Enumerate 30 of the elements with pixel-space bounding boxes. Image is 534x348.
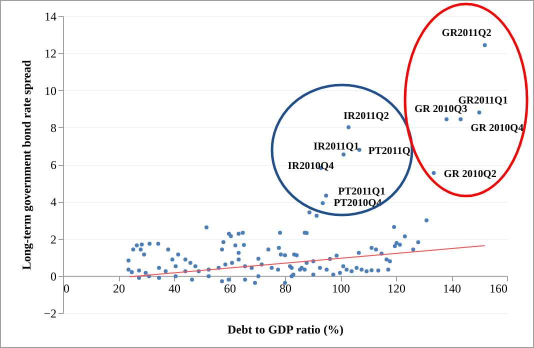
x-tick-label: 160 (490, 281, 508, 296)
x-tick-label: 100 (332, 281, 350, 296)
y-tick-label: 8 (50, 120, 56, 135)
x-tick-label: 40 (168, 281, 180, 296)
x-tick-label: 60 (224, 281, 236, 296)
annotation: GR2011Q2 (442, 28, 492, 40)
annotation: IR2011Q2 (344, 111, 390, 122)
y-tick-label: 6 (50, 158, 56, 172)
y-tick-label: −2 (44, 306, 56, 320)
annotation: IR2010Q4 (288, 161, 335, 172)
x-tick-label: 140 (443, 281, 461, 296)
y-tick-label: 4 (50, 195, 56, 210)
annotation: GR 2010Q4 (470, 123, 524, 134)
annotation: IR2011Q1 (314, 141, 360, 152)
x-tick-label: 120 (388, 281, 406, 296)
x-tick-label: 80 (280, 281, 292, 296)
annotation: PT2011Q (368, 146, 410, 157)
y-tick-label: 10 (44, 84, 56, 98)
x-tick-label: 20 (113, 281, 125, 296)
annotation: GR 2010Q2 (444, 169, 497, 180)
annotation: PT2010Q4 (334, 198, 382, 210)
y-tick-label: 0 (50, 269, 56, 284)
y-tick-label: 12 (44, 46, 56, 61)
y-tick-label: 2 (50, 232, 56, 246)
x-axis-title: Debt to GDP ratio (%) (228, 322, 344, 336)
annotation: PT2011Q1 (338, 186, 386, 198)
y-axis-title: Long-term government bond rate spread (20, 60, 34, 270)
x-tick-label: 0 (64, 281, 70, 296)
y-tick-label: 14 (44, 10, 56, 24)
annotation: GR 2010Q3 (414, 104, 468, 116)
